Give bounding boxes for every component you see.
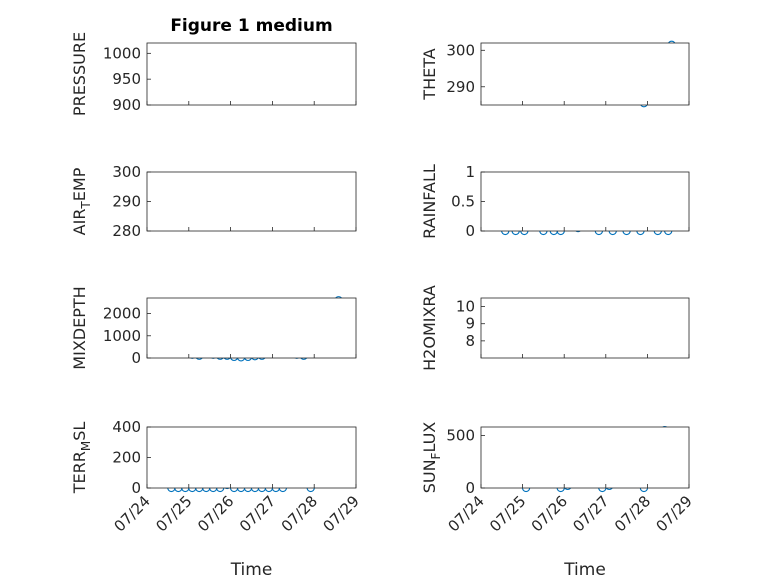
y-tick-label: 400 bbox=[112, 418, 141, 436]
axes-frame bbox=[480, 297, 690, 359]
y-tick-label: 0 bbox=[131, 479, 141, 497]
x-tick-label: 07/28 bbox=[611, 492, 654, 535]
axes-frame bbox=[146, 171, 357, 232]
y-tick-label: 1 bbox=[465, 163, 475, 181]
x-tick-label: 07/28 bbox=[278, 492, 321, 535]
y-tick-label: 900 bbox=[112, 96, 141, 114]
y-axis-label: TERRMSL bbox=[70, 422, 93, 495]
subplot-pressure: 900 950 1000 PRESSURE Figure 1 medium bbox=[70, 16, 357, 116]
x-tick-label: 07/29 bbox=[653, 492, 696, 535]
x-tick-label: 07/25 bbox=[152, 492, 195, 535]
y-tick-label: 300 bbox=[446, 41, 475, 59]
subplot-rainfall: 0 0.5 1 RAINFALL bbox=[420, 163, 690, 240]
axes-frame bbox=[480, 171, 690, 232]
y-tick-label: 8 bbox=[465, 332, 475, 350]
x-tick-label: 07/26 bbox=[528, 492, 571, 535]
y-tick-label: 1000 bbox=[103, 44, 141, 62]
y-axis-label: MIXDEPTH bbox=[70, 286, 89, 369]
y-tick-label: 2000 bbox=[103, 305, 141, 323]
x-tick-label: 07/24 bbox=[445, 492, 488, 535]
y-tick-label: 280 bbox=[112, 222, 141, 240]
y-axis-label: SUNFLUX bbox=[420, 422, 443, 494]
y-axis-label: PRESSURE bbox=[70, 32, 89, 116]
axes-frame bbox=[146, 42, 357, 106]
y-tick-label: 0 bbox=[131, 349, 141, 367]
axes-frame bbox=[146, 426, 357, 489]
y-tick-label: 9 bbox=[465, 315, 475, 333]
subplot-mixdepth: 0 1000 2000 MIXDEPTH bbox=[70, 286, 357, 370]
y-tick-label: 950 bbox=[112, 70, 141, 88]
subplot-air-temp: 280 290 300 AIRTEMP bbox=[70, 163, 357, 240]
x-tick-label: 07/27 bbox=[236, 492, 279, 535]
x-tick-label: 07/26 bbox=[194, 492, 237, 535]
y-tick-label: 290 bbox=[112, 193, 141, 211]
y-axis-label: THETA bbox=[420, 48, 439, 100]
y-axis-label: AIRTEMP bbox=[70, 167, 93, 235]
x-axis-label: Time bbox=[230, 560, 273, 580]
subplot-theta: 290 300 THETA bbox=[420, 40, 690, 108]
y-tick-label: 0 bbox=[465, 222, 475, 240]
axes-frame bbox=[480, 42, 690, 106]
y-axis-label: RAINFALL bbox=[420, 164, 439, 239]
axes-frame bbox=[480, 426, 690, 489]
y-tick-label: 500 bbox=[446, 426, 475, 444]
x-tick-label: 07/24 bbox=[111, 492, 154, 535]
x-tick-label: 07/27 bbox=[569, 492, 612, 535]
y-tick-label: 300 bbox=[112, 163, 141, 181]
figure-title: Figure 1 medium bbox=[170, 16, 332, 36]
x-tick-label: 07/25 bbox=[486, 492, 529, 535]
axes-frame bbox=[146, 297, 357, 359]
y-tick-label: 1000 bbox=[103, 327, 141, 345]
x-tick-label: 07/29 bbox=[320, 492, 363, 535]
y-tick-label: 10 bbox=[456, 298, 475, 316]
y-tick-label: 200 bbox=[112, 449, 141, 467]
y-tick-label: 0.5 bbox=[451, 193, 475, 211]
y-tick-label: 0 bbox=[465, 479, 475, 497]
x-axis-label: Time bbox=[563, 560, 606, 580]
y-tick-label: 290 bbox=[446, 78, 475, 96]
y-axis-label: H2OMIXRA bbox=[420, 285, 439, 371]
